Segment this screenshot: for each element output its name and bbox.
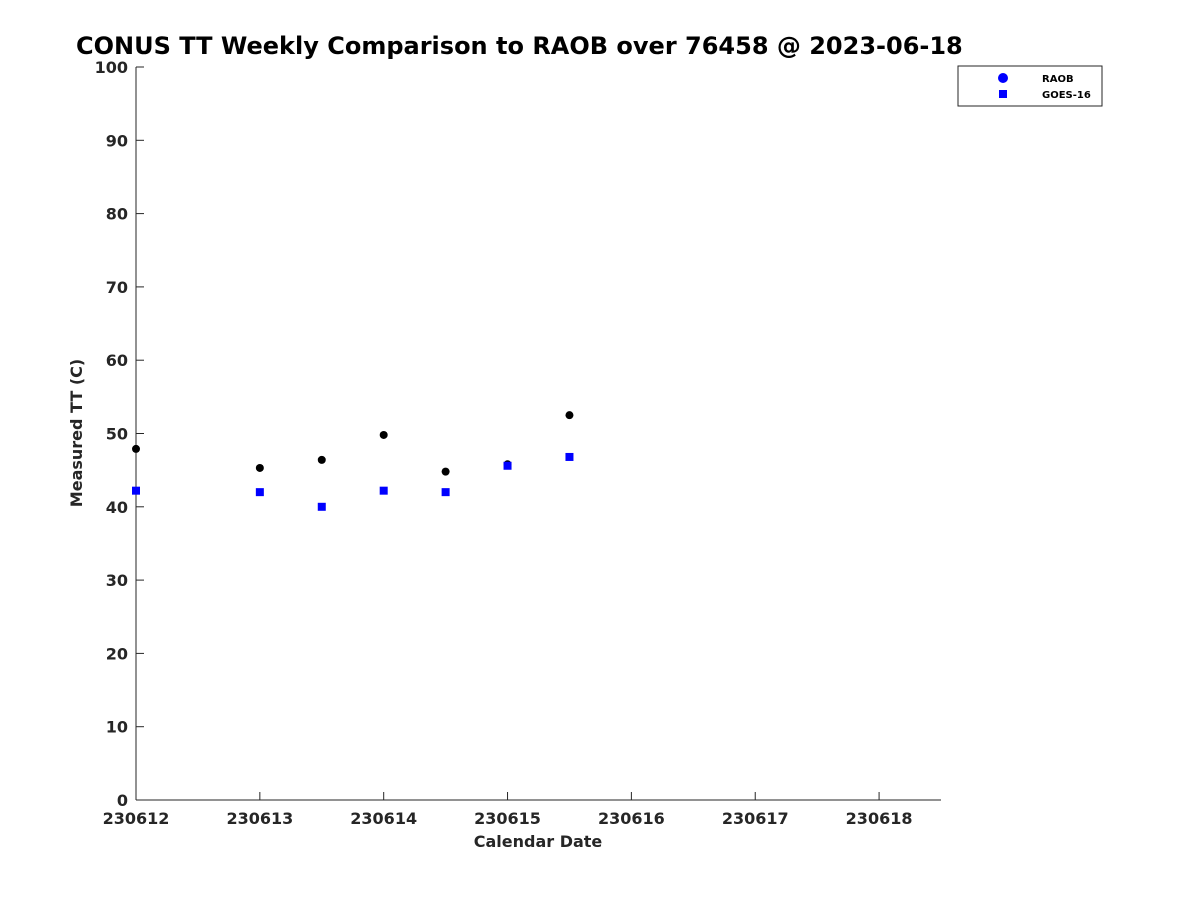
goes-16-point: [317, 502, 326, 511]
y-axis-label: Measured TT (C): [67, 359, 86, 507]
legend-marker-goes-16: [999, 90, 1007, 98]
legend-label-goes-16: GOES-16: [1042, 90, 1091, 101]
x-tick-label: 230612: [103, 809, 170, 828]
y-tick-label: 70: [106, 278, 128, 297]
raob-point: [317, 455, 326, 464]
plot-area: [132, 411, 574, 511]
x-tick-label: 230615: [474, 809, 541, 828]
legend: RAOB GOES-16: [957, 65, 1103, 107]
goes-16-point: [379, 486, 388, 495]
y-tick-label: 40: [106, 498, 128, 517]
x-tick-label: 230618: [846, 809, 913, 828]
goes-16-point: [132, 486, 140, 495]
y-tick-label: 100: [95, 58, 128, 77]
x-tick-label: 230613: [226, 809, 293, 828]
raob-point: [379, 430, 388, 439]
y-tick-label: 80: [106, 205, 128, 224]
raob-point: [441, 467, 450, 476]
legend-box: [957, 65, 1103, 107]
goes-16-point: [255, 488, 264, 497]
y-tick-label: 60: [106, 351, 128, 370]
legend-marker-raob: [998, 73, 1008, 83]
y-tick-label: 90: [106, 131, 128, 150]
y-tick-label: 0: [117, 791, 128, 810]
y-axis-ticks: 0 10 20 30 40 50 60 70 80 90 100: [95, 58, 144, 810]
legend-label-raob: RAOB: [1042, 74, 1074, 85]
raob-point: [255, 463, 264, 472]
y-tick-label: 30: [106, 571, 128, 590]
goes-16-point: [503, 461, 512, 470]
raob-point: [565, 411, 574, 420]
y-tick-label: 10: [106, 718, 128, 737]
y-tick-label: 50: [106, 425, 128, 444]
raob-point: [132, 444, 140, 453]
goes-16-point: [441, 488, 450, 497]
x-tick-label: 230617: [722, 809, 789, 828]
x-tick-label: 230616: [598, 809, 665, 828]
y-tick-label: 20: [106, 644, 128, 663]
x-axis-label: Calendar Date: [474, 832, 603, 851]
chart-title: CONUS TT Weekly Comparison to RAOB over …: [76, 32, 963, 60]
goes-16-point: [565, 452, 574, 461]
x-tick-label: 230614: [350, 809, 417, 828]
x-axis-ticks: 230612 230613 230614 230615 230616 230617 2306…: [103, 792, 913, 828]
